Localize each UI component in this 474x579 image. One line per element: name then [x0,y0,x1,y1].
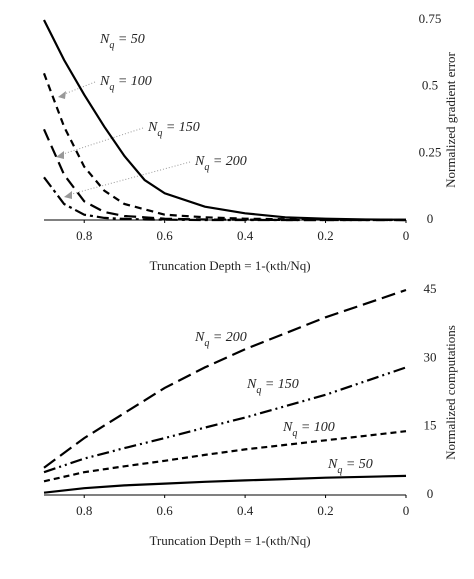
x-tick-label: 0.6 [157,228,174,243]
x-axis-label: Truncation Depth = 1-(κth/Nq) [149,533,310,548]
series-line [43,19,407,221]
series-label: Nq = 200 [194,154,247,173]
x-tick-label: 0.2 [317,228,333,243]
y-axis-label: Normalized gradient error [443,51,458,187]
series-label: Nq = 50 [327,457,373,476]
leader-arrows [56,91,72,199]
x-tick-label: 0 [403,503,410,518]
x-tick-label: 0.4 [237,228,254,243]
series-label: Nq = 150 [246,377,299,396]
x-tick-label: 0.8 [76,228,92,243]
x-tick-label: 0 [403,228,410,243]
arrow-head [56,151,64,159]
x-tick-label: 0.8 [76,503,92,518]
series-label: Nq = 50 [99,32,145,51]
series-label: Nq = 100 [282,420,335,439]
arrow-head [64,191,72,199]
y-tick-label: 0 [427,486,434,501]
y-axis-label: Normalized computations [443,325,458,460]
x-tick-label: 0.6 [157,503,174,518]
x-tick-label: 0.2 [317,503,333,518]
series-line [43,366,407,474]
series-label: Nq = 200 [194,330,247,349]
arrow-head [58,91,66,99]
series-line [42,128,406,222]
x-axis-label: Truncation Depth = 1-(κth/Nq) [149,258,310,273]
y-tick-label: 0.25 [419,144,442,159]
series-line [43,176,406,222]
y-tick-label: 30 [424,349,437,364]
leaders [59,81,191,196]
series-line [43,288,407,469]
series-line [43,474,407,494]
y-tick-label: 45 [424,281,437,296]
series-label: Nq = 150 [147,120,200,139]
y-tick-label: 0.5 [422,78,438,93]
x-tick-label: 0.4 [237,503,254,518]
leader-line [59,127,144,156]
series-line [43,430,407,483]
series-label: Nq = 100 [99,74,152,93]
y-tick-label: 15 [424,418,437,433]
y-tick-label: 0.75 [419,11,442,26]
series-line [42,72,407,222]
leader-line [67,161,191,196]
y-tick-label: 0 [427,211,434,226]
